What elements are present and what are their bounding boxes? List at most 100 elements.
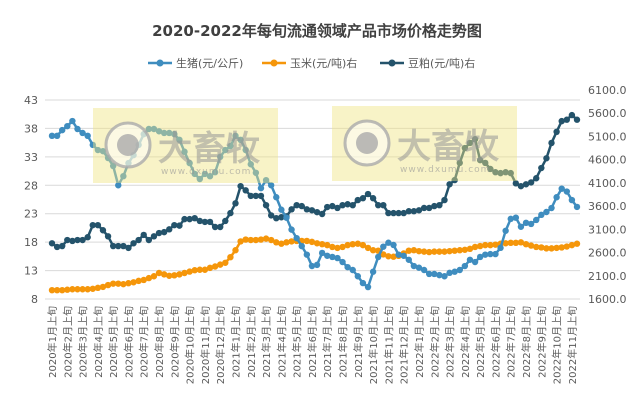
- data-point: [64, 286, 71, 293]
- right-tick-label: 6100.0: [588, 84, 627, 97]
- data-point: [99, 227, 107, 234]
- data-point: [359, 279, 367, 287]
- data-point: [339, 201, 346, 209]
- x-tick-label: 2022年10月上旬: [551, 306, 564, 384]
- data-point: [288, 206, 295, 213]
- x-tick-label: 2020年7月上旬: [138, 306, 151, 378]
- data-point: [53, 243, 61, 251]
- data-point: [217, 223, 224, 231]
- data-point: [553, 244, 560, 252]
- data-point: [94, 221, 102, 229]
- data-point: [308, 207, 316, 214]
- data-point: [211, 169, 219, 176]
- data-point: [273, 214, 280, 222]
- data-point: [201, 218, 209, 226]
- right-tick-label: 3100.0: [588, 223, 627, 236]
- data-point: [395, 251, 402, 258]
- data-point: [456, 247, 463, 254]
- left-axis: 8 13 18 23 28 33 38 43: [24, 94, 38, 306]
- data-point: [58, 126, 66, 134]
- data-point: [502, 240, 509, 247]
- right-tick-label: 2100.0: [588, 270, 627, 283]
- data-point: [482, 159, 489, 167]
- data-point: [191, 214, 198, 222]
- data-point: [354, 240, 362, 247]
- data-point: [558, 117, 565, 125]
- data-point: [84, 132, 91, 140]
- data-point: [288, 238, 295, 245]
- data-point: [558, 244, 565, 251]
- data-point: [298, 242, 305, 250]
- data-point: [395, 209, 402, 217]
- legend-label: 玉米(元/吨)右: [290, 56, 357, 70]
- x-tick-label: 2022年5月上旬: [474, 306, 487, 378]
- data-point: [58, 242, 66, 250]
- data-point: [329, 253, 336, 261]
- data-point: [466, 139, 474, 147]
- left-tick-label: 33: [24, 151, 38, 164]
- data-point: [533, 243, 540, 251]
- data-point: [497, 244, 504, 252]
- data-point: [74, 286, 81, 293]
- data-point: [252, 236, 260, 244]
- data-point: [115, 242, 122, 250]
- data-point: [247, 161, 254, 168]
- data-point: [181, 148, 188, 155]
- data-point: [400, 209, 407, 217]
- data-point: [140, 231, 147, 239]
- data-point: [74, 236, 81, 244]
- data-point: [227, 142, 234, 150]
- data-point: [53, 132, 61, 140]
- data-point: [461, 144, 469, 152]
- data-point: [553, 194, 560, 201]
- left-tick-label: 18: [24, 236, 38, 249]
- data-point: [329, 243, 336, 251]
- data-point: [69, 117, 76, 125]
- data-point: [303, 206, 311, 213]
- left-tick-label: 23: [24, 208, 38, 221]
- left-tick-label: 13: [24, 265, 38, 278]
- data-point: [257, 192, 265, 200]
- data-point: [380, 243, 387, 250]
- data-point: [262, 201, 270, 209]
- data-point: [140, 276, 147, 284]
- data-point: [482, 251, 489, 258]
- data-point: [166, 129, 173, 137]
- data-point: [308, 238, 316, 246]
- data-point: [232, 132, 239, 140]
- data-point: [543, 208, 550, 216]
- watermark-logo-eye: [117, 134, 139, 156]
- data-point: [344, 263, 351, 271]
- data-point: [476, 156, 484, 164]
- data-point: [543, 245, 550, 252]
- left-tick-label: 43: [24, 94, 38, 107]
- data-point: [451, 247, 458, 254]
- data-point: [130, 240, 137, 247]
- legend-label: 豆粕(元/吨)右: [408, 56, 475, 70]
- data-point: [568, 196, 576, 204]
- data-point: [109, 242, 117, 250]
- data-point: [471, 136, 479, 143]
- data-point: [89, 221, 96, 229]
- data-point: [527, 242, 535, 249]
- data-point: [522, 240, 530, 248]
- data-point: [104, 281, 112, 289]
- data-point: [385, 253, 392, 260]
- data-point: [313, 208, 321, 216]
- data-point: [84, 234, 91, 241]
- data-point: [227, 209, 234, 217]
- data-point: [415, 247, 423, 255]
- left-tick-label: 38: [24, 122, 38, 135]
- data-point: [217, 153, 224, 161]
- data-point: [512, 180, 520, 187]
- watermark-logo-eye: [356, 132, 378, 154]
- data-point: [436, 271, 443, 279]
- data-point: [548, 204, 555, 212]
- data-point: [186, 268, 193, 275]
- data-point: [369, 247, 377, 254]
- data-point: [364, 244, 372, 252]
- x-tick-label: 2020年6月上旬: [122, 306, 135, 378]
- data-point: [186, 215, 193, 223]
- data-point: [298, 202, 305, 210]
- data-point: [278, 206, 285, 213]
